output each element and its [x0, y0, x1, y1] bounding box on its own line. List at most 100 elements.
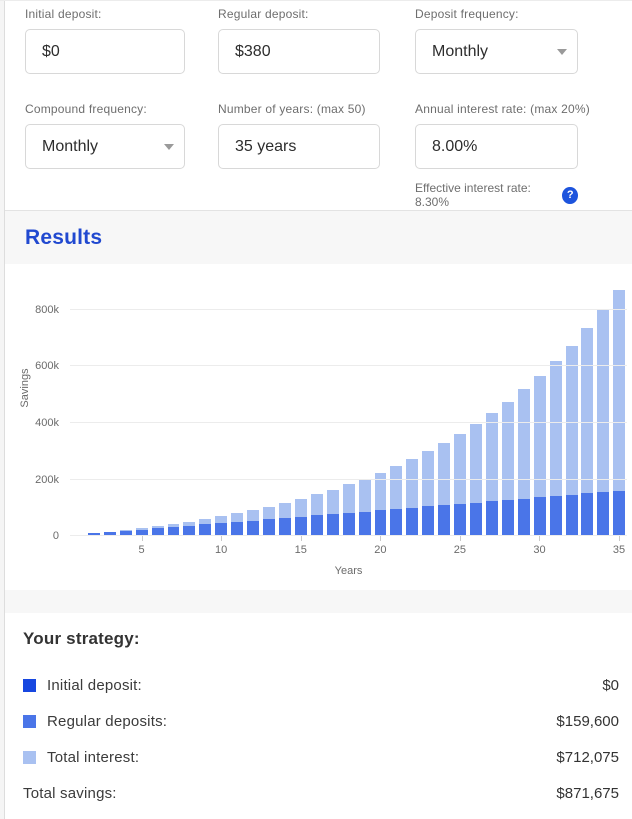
deposit-frequency-select[interactable]: Monthly	[415, 29, 578, 74]
x-tick-label: 20	[374, 544, 387, 556]
your-strategy: Your strategy: Initial deposit: $0 Regul…	[0, 613, 632, 802]
bar-year-6[interactable]	[150, 269, 166, 536]
help-icon[interactable]: ?	[562, 186, 578, 204]
row-label: Total interest:	[47, 748, 140, 766]
deposits-segment	[581, 493, 594, 536]
deposits-segment	[533, 497, 546, 536]
bar-year-13[interactable]	[261, 269, 277, 536]
chart-plot: Years 0 200k 400k 600k 800k 5 10 15 20 25 30 35	[35, 269, 627, 577]
y-tick-label: 600k	[35, 360, 59, 373]
bar-year-3[interactable]	[102, 269, 118, 536]
deposits-segment	[231, 521, 244, 536]
results-header: Results	[0, 211, 632, 264]
deposits-segment	[294, 516, 307, 536]
deposits-segment	[103, 532, 116, 536]
regular-deposit-input[interactable]	[218, 29, 380, 74]
number-of-years-input[interactable]	[218, 124, 380, 169]
x-tick	[459, 536, 461, 541]
interest-segment	[326, 489, 339, 515]
bar-year-5[interactable]	[134, 269, 150, 536]
row-value: $712,075	[556, 748, 619, 766]
bar-year-35[interactable]	[611, 269, 627, 536]
bar-year-11[interactable]	[229, 269, 245, 536]
bar-year-15[interactable]	[293, 269, 309, 536]
bar-year-16[interactable]	[309, 269, 325, 536]
gridline	[70, 308, 627, 310]
bar-year-27[interactable]	[484, 269, 500, 536]
bar-year-30[interactable]	[532, 269, 548, 536]
deposits-segment	[326, 514, 339, 536]
bar-year-4[interactable]	[118, 269, 134, 536]
deposits-segment	[565, 494, 578, 536]
bar-year-9[interactable]	[197, 269, 213, 536]
deposits-segment	[438, 505, 451, 536]
deposits-segment	[422, 506, 435, 536]
deposits-segment	[87, 533, 100, 536]
row-value: $159,600	[556, 712, 619, 730]
strategy-row-total-interest: Total interest: $712,075	[23, 739, 619, 775]
bar-year-31[interactable]	[548, 269, 564, 536]
row-label: Total savings:	[23, 784, 117, 802]
chevron-down-icon	[557, 48, 567, 55]
bar-year-20[interactable]	[373, 269, 389, 536]
bar-year-10[interactable]	[213, 269, 229, 536]
gridline	[70, 365, 627, 367]
bar-year-21[interactable]	[388, 269, 404, 536]
row-value: $871,675	[556, 784, 619, 802]
interest-segment	[215, 516, 228, 524]
deposits-segment	[454, 503, 467, 536]
gridline	[70, 421, 627, 423]
bar-year-28[interactable]	[500, 269, 516, 536]
bar-year-29[interactable]	[516, 269, 532, 536]
y-tick-label: 0	[52, 530, 59, 542]
deposits-segment	[358, 511, 371, 536]
bar-year-24[interactable]	[436, 269, 452, 536]
gridline	[70, 478, 627, 480]
bar-year-26[interactable]	[468, 269, 484, 536]
initial-deposit-input[interactable]	[25, 29, 185, 74]
bar-year-12[interactable]	[245, 269, 261, 536]
deposits-segment	[135, 529, 148, 536]
interest-segment	[310, 494, 323, 516]
bar-year-17[interactable]	[325, 269, 341, 536]
interest-segment	[501, 401, 514, 500]
bar-year-7[interactable]	[166, 269, 182, 536]
interest-segment	[183, 521, 196, 526]
regular-deposit-field: Regular deposit:	[218, 7, 380, 74]
compound-frequency-select[interactable]: Monthly	[25, 124, 185, 169]
bar-year-18[interactable]	[341, 269, 357, 536]
savings-chart: Savings Years 0 200k 400k 600k 800k 5 10 15 20 25…	[0, 264, 632, 590]
x-tick-label: 25	[453, 544, 467, 556]
bar-year-33[interactable]	[580, 269, 596, 536]
interest-segment	[135, 528, 148, 530]
interest-segment	[406, 459, 419, 508]
strategy-row-regular-deposits: Regular deposits: $159,600	[23, 703, 619, 739]
initial-deposit-swatch	[23, 678, 36, 692]
interest-segment	[167, 523, 180, 527]
x-axis-title: Years	[334, 565, 363, 577]
deposits-segment	[485, 501, 498, 536]
bar-year-32[interactable]	[564, 269, 580, 536]
x-tick-label: 10	[215, 544, 228, 556]
strategy-row-total-savings: Total savings: $871,675	[23, 775, 619, 811]
bar-year-8[interactable]	[181, 269, 197, 536]
deposits-segment	[199, 524, 212, 536]
bar-year-2[interactable]	[86, 269, 102, 536]
interest-segment	[342, 484, 355, 513]
deposits-segment	[215, 523, 228, 536]
bar-year-22[interactable]	[404, 269, 420, 536]
compound-frequency-value: Monthly	[42, 137, 99, 155]
bar-year-19[interactable]	[357, 269, 373, 536]
number-of-years-label: Number of years: (max 50)	[218, 102, 366, 116]
calculator-form: Initial deposit: Regular deposit: Deposi…	[0, 1, 632, 211]
bar-year-25[interactable]	[452, 269, 468, 536]
x-tick-label: 30	[533, 544, 546, 556]
number-of-years-field: Number of years: (max 50)	[218, 102, 380, 169]
annual-interest-rate-input[interactable]	[415, 124, 578, 169]
interest-segment	[374, 472, 387, 511]
interest-segment	[199, 519, 212, 525]
bar-year-34[interactable]	[595, 269, 611, 536]
interest-segment	[533, 375, 546, 498]
bar-year-14[interactable]	[277, 269, 293, 536]
